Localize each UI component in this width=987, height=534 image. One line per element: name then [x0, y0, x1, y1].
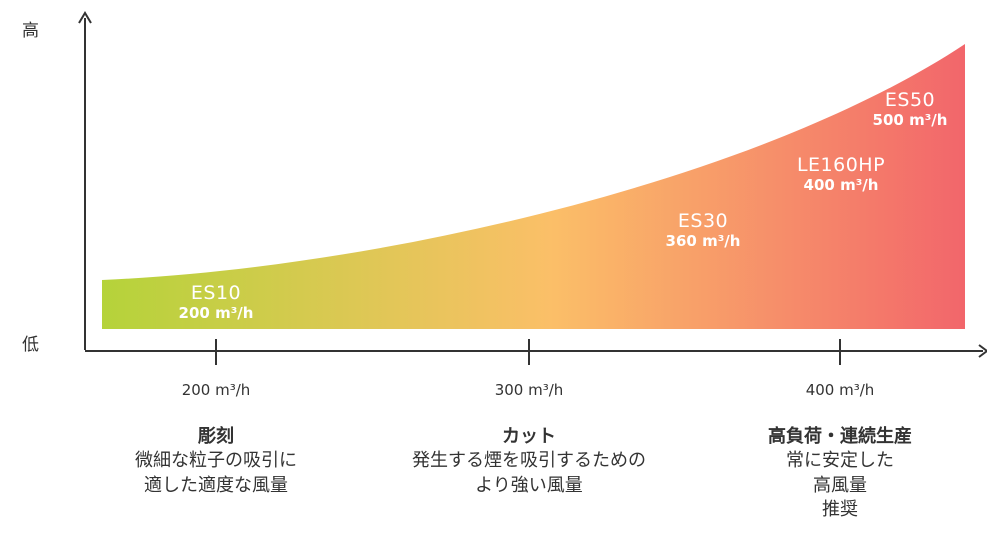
category-title: カット: [502, 426, 556, 447]
product-flow: 200 m³/h: [178, 303, 254, 322]
product-name: ES50: [884, 89, 936, 111]
category-line: 適した適度な風量: [144, 474, 288, 496]
airflow-area: [102, 44, 965, 329]
product-name: ES30: [677, 210, 729, 232]
y-axis-low-label: 低: [22, 335, 39, 355]
y-axis-high-label: 高: [22, 21, 39, 41]
x-axis-arrow: [978, 344, 987, 358]
product-name: ES10: [190, 282, 242, 304]
category-title: 高負荷・連続生産: [768, 426, 912, 447]
category-line: 高風量: [813, 474, 867, 496]
product-es10: ES10 200 m³/h: [166, 282, 266, 322]
product-es50: ES50 500 m³/h: [855, 89, 965, 129]
category-line: 常に安定した: [786, 450, 894, 472]
product-flow: 360 m³/h: [665, 231, 741, 250]
x-tick-label-200: 200 m³/h: [181, 381, 251, 399]
category-line: 発生する煙を吸引するための: [412, 450, 646, 472]
product-es30: ES30 360 m³/h: [648, 210, 758, 250]
category-line: 微細な粒子の吸引に: [135, 450, 297, 472]
product-le160hp: LE160HP 400 m³/h: [776, 154, 906, 194]
category-title: 彫刻: [198, 426, 234, 447]
x-tick-label-400: 400 m³/h: [805, 381, 875, 399]
category-heavy-duty: 高負荷・連続生産 常に安定した 高風量 推奨: [725, 425, 955, 522]
category-line: 推奨: [822, 498, 858, 520]
category-engraving: 彫刻 微細な粒子の吸引に 適した適度な風量: [96, 425, 336, 498]
category-cut: カット 発生する煙を吸引するための より強い風量: [374, 425, 684, 498]
category-line: より強い風量: [475, 474, 583, 496]
y-axis-arrow: [78, 11, 92, 24]
x-tick-label-300: 300 m³/h: [494, 381, 564, 399]
product-flow: 400 m³/h: [803, 175, 879, 194]
product-flow: 500 m³/h: [872, 110, 948, 129]
product-name: LE160HP: [796, 154, 886, 176]
